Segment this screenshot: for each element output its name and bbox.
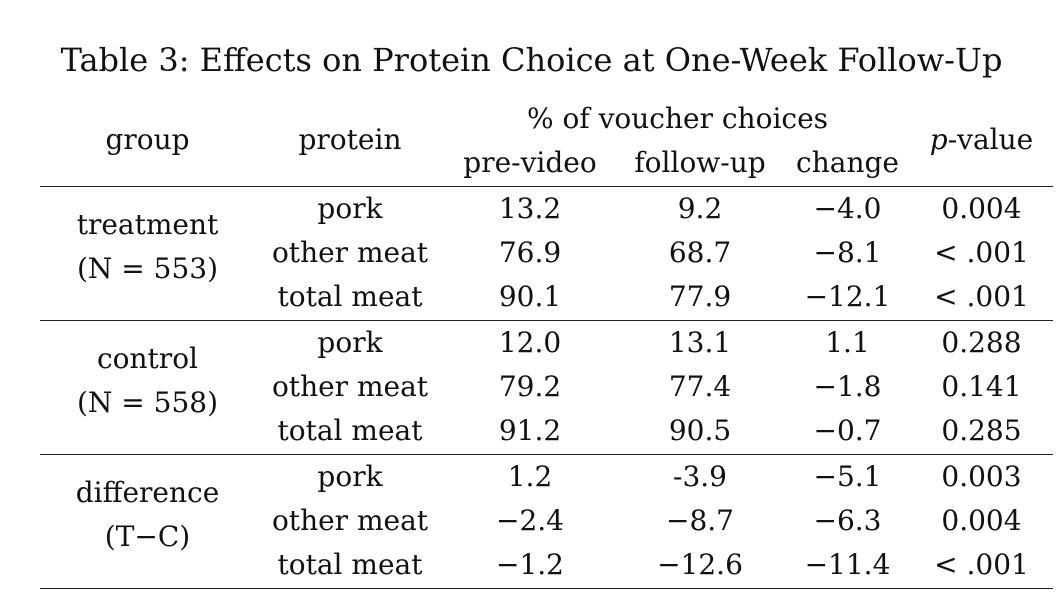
table-row: total meat 91.2 90.5 −0.7 0.285 (40, 409, 1053, 453)
cell-follow-up: 90.5 (668, 414, 732, 447)
group-block-treatment: treatment (N = 553) pork 13.2 9.2 −4.0 0… (40, 187, 1053, 320)
table-row: pork 12.0 13.1 1.1 0.288 (40, 321, 1053, 365)
cell-change: −8.1 (813, 236, 882, 269)
cell-change: −6.3 (813, 504, 882, 537)
group-block-difference: difference (T−C) pork 1.2 -3.9 −5.1 0.00… (40, 455, 1053, 588)
header-pre-video: pre-video (463, 146, 597, 179)
header-protein: protein (298, 123, 402, 156)
cell-pre-video: 1.2 (507, 460, 553, 493)
table-row: other meat 76.9 68.7 −8.1 < .001 (40, 231, 1053, 275)
cell-follow-up: 9.2 (677, 192, 723, 225)
table-row: pork 1.2 -3.9 −5.1 0.003 (40, 455, 1053, 499)
group-name: difference (75, 476, 220, 509)
header-p-value-rest: -value (947, 123, 1034, 156)
header-group: group (105, 123, 190, 156)
group-label: difference (T−C) (40, 471, 255, 559)
header-p-value-italic: p (929, 123, 948, 156)
cell-protein: other meat (271, 504, 429, 537)
group-n: (N = 558) (76, 386, 219, 419)
group-label: control (N = 558) (40, 337, 255, 425)
cell-p-value: 0.003 (941, 460, 1022, 493)
cell-protein: pork (317, 460, 383, 493)
cell-follow-up: 77.4 (668, 370, 732, 403)
cell-follow-up: −12.6 (657, 548, 743, 581)
cell-p-value: 0.004 (941, 504, 1022, 537)
cell-pre-video: 13.2 (498, 192, 562, 225)
cell-protein: other meat (271, 236, 429, 269)
cell-p-value: 0.141 (941, 370, 1022, 403)
cell-protein: total meat (277, 414, 423, 447)
cell-protein: pork (317, 326, 383, 359)
cell-p-value: < .001 (934, 548, 1029, 581)
cell-change: −0.7 (813, 414, 882, 447)
cell-change: −12.1 (804, 280, 891, 313)
rule-bottom (40, 588, 1053, 589)
cell-pre-video: 76.9 (498, 236, 562, 269)
cell-protein: pork (317, 192, 383, 225)
table-row: pork 13.2 9.2 −4.0 0.004 (40, 187, 1053, 231)
cell-follow-up: 68.7 (668, 236, 732, 269)
cell-change: −5.1 (813, 460, 882, 493)
table-row: other meat 79.2 77.4 −1.8 0.141 (40, 365, 1053, 409)
group-name: treatment (76, 208, 219, 241)
cell-protein: other meat (271, 370, 429, 403)
rule-group-1 (40, 320, 1053, 321)
header-voucher-span: % of voucher choices (526, 102, 829, 135)
cell-follow-up: −8.7 (666, 504, 734, 537)
table-header: group protein % of voucher choices pre-v… (40, 98, 1053, 186)
table-row: total meat 90.1 77.9 −12.1 < .001 (40, 275, 1053, 319)
table-row: total meat −1.2 −12.6 −11.4 < .001 (40, 543, 1053, 587)
cell-p-value: < .001 (934, 236, 1029, 269)
cell-change: 1.1 (825, 326, 870, 359)
cell-follow-up: -3.9 (673, 460, 727, 493)
cell-protein: total meat (277, 548, 423, 581)
group-name: control (96, 342, 199, 375)
group-n: (N = 553) (76, 252, 219, 285)
cell-pre-video: −1.2 (496, 548, 564, 581)
rule-group-2 (40, 454, 1053, 455)
cell-pre-video: 79.2 (498, 370, 562, 403)
group-n: (T−C) (104, 520, 191, 553)
cell-change: −4.0 (813, 192, 882, 225)
table-row: other meat −2.4 −8.7 −6.3 0.004 (40, 499, 1053, 543)
cell-p-value: 0.288 (941, 326, 1022, 359)
cell-follow-up: 13.1 (668, 326, 732, 359)
table-caption: Table 3: Effects on Protein Choice at On… (60, 41, 1003, 79)
cell-pre-video: −2.4 (496, 504, 564, 537)
cell-pre-video: 12.0 (498, 326, 562, 359)
cell-p-value: 0.004 (941, 192, 1022, 225)
cell-p-value: < .001 (934, 280, 1029, 313)
cell-change: −1.8 (813, 370, 882, 403)
cell-pre-video: 91.2 (498, 414, 562, 447)
cell-protein: total meat (277, 280, 423, 313)
results-table: group protein % of voucher choices pre-v… (40, 98, 1053, 589)
cell-pre-video: 90.1 (498, 280, 562, 313)
header-follow-up: follow-up (634, 146, 766, 179)
cell-follow-up: 77.9 (668, 280, 732, 313)
rule-top (40, 186, 1053, 187)
group-label: treatment (N = 553) (40, 203, 255, 291)
cell-change: −11.4 (804, 548, 891, 581)
group-block-control: control (N = 558) pork 12.0 13.1 1.1 0.2… (40, 321, 1053, 454)
header-p-value: p-value (910, 123, 1053, 157)
cell-p-value: 0.285 (941, 414, 1022, 447)
header-change: change (796, 146, 899, 179)
